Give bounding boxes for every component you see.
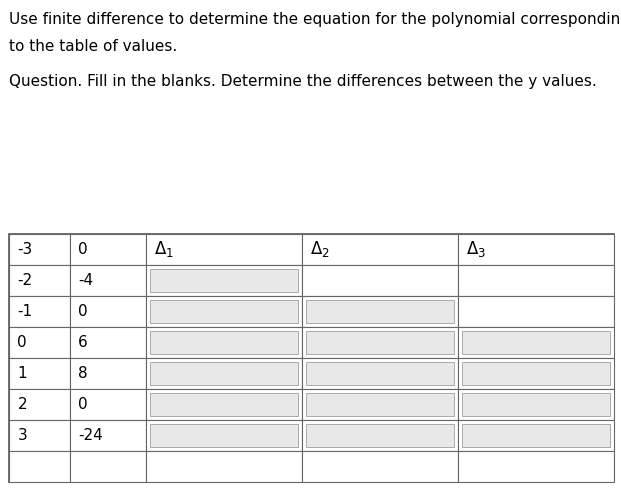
Text: 8: 8: [78, 366, 88, 381]
Text: to the table of values.: to the table of values.: [9, 39, 178, 54]
Text: Question. Fill in the blanks. Determine the differences between the y values.: Question. Fill in the blanks. Determine …: [9, 74, 597, 89]
Text: -24: -24: [78, 428, 103, 443]
Text: -1: -1: [17, 304, 32, 319]
Text: 0: 0: [78, 304, 88, 319]
Text: $\Delta_{1}$: $\Delta_{1}$: [155, 239, 175, 259]
Text: 2: 2: [17, 397, 27, 412]
Text: Use finite difference to determine the equation for the polynomial corresponding: Use finite difference to determine the e…: [9, 12, 621, 27]
Text: 0: 0: [17, 335, 27, 350]
Text: 0: 0: [78, 242, 88, 257]
Text: -3: -3: [17, 242, 33, 257]
Text: $\Delta_{3}$: $\Delta_{3}$: [466, 239, 486, 259]
Text: $\Delta_{2}$: $\Delta_{2}$: [310, 239, 330, 259]
Text: 3: 3: [17, 428, 27, 443]
Text: -2: -2: [17, 273, 32, 288]
Text: -4: -4: [78, 273, 94, 288]
Text: 6: 6: [78, 335, 88, 350]
Text: 0: 0: [78, 397, 88, 412]
Text: 1: 1: [17, 366, 27, 381]
